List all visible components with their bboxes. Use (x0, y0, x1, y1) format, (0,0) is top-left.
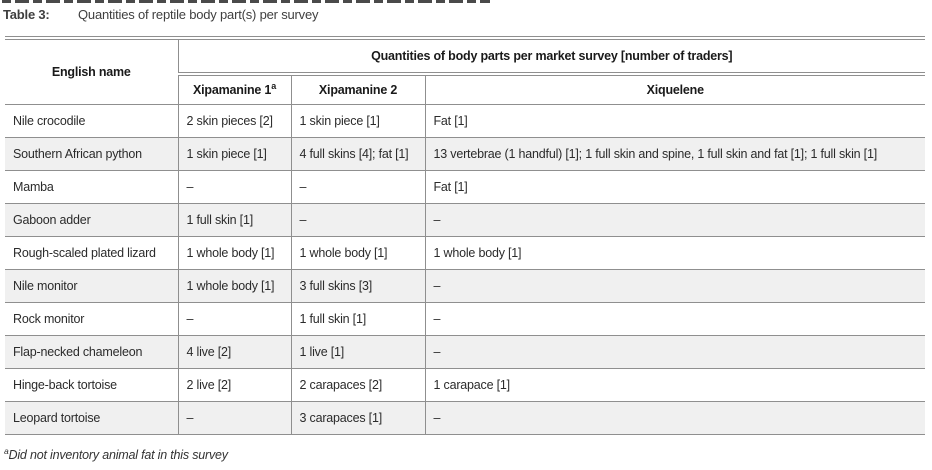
quantity-cell: 2 carapaces [2] (290, 368, 426, 402)
footnote-text: Did not inventory animal fat in this sur… (8, 448, 228, 462)
table-row: Rock monitor –1 full skin [1] – (5, 302, 925, 336)
column-header-xipamanine-2: Xipamanine 2 (290, 73, 426, 105)
species-name-cell: Gaboon adder (5, 203, 179, 237)
quantity-cell: – (424, 269, 925, 303)
quantity-cell: – (290, 170, 426, 204)
quantity-cell: 1 whole body [1] (424, 236, 925, 270)
quantity-cell: – (177, 401, 292, 435)
quantity-cell: 2 live [2] (177, 368, 292, 402)
reptile-body-parts-table: English name Quantities of body parts pe… (5, 36, 925, 435)
species-name-cell: Nile crocodile (5, 104, 179, 138)
table-row: Nile monitor 1 whole body [1] 3 full skins… (5, 269, 925, 303)
table-row: Rough-scaled plated lizard 1 whole body [… (5, 236, 925, 270)
species-name-cell: Rough-scaled plated lizard (5, 236, 179, 270)
species-name-cell: Hinge-back tortoise (5, 368, 179, 402)
column-header-english-name: English name (5, 37, 179, 105)
species-name-cell: Leopard tortoise (5, 401, 179, 435)
quantity-cell: – (177, 170, 292, 204)
table-header: English name Quantities of body parts pe… (5, 37, 925, 105)
quantity-cell: 1 full skin [1] (177, 203, 292, 237)
column-header-label: Xipamanine 1 (193, 83, 272, 97)
quantity-cell: 3 full skins [3] (290, 269, 426, 303)
table-caption-label: Table 3: (3, 7, 50, 22)
quantity-cell: 1 whole body [1] (177, 236, 292, 270)
species-name-cell: Flap-necked chameleon (5, 335, 179, 369)
quantity-cell: 4 live [2] (177, 335, 292, 369)
species-name-cell: Rock monitor (5, 302, 179, 336)
column-header-label: Xiquelene (646, 83, 704, 97)
group-header-row: English name Quantities of body parts pe… (5, 37, 925, 105)
table-footnote: aDid not inventory animal fat in this su… (4, 445, 228, 462)
column-header-xiquelene: Xiquelene (424, 73, 925, 105)
quantity-cell: 1 whole body [1] (177, 269, 292, 303)
footnote-marker: a (271, 80, 276, 91)
quantity-cell: – (424, 335, 925, 369)
table-caption-text: Quantities of reptile body part(s) per s… (78, 7, 319, 22)
quantity-cell: 2 skin pieces [2] (177, 104, 292, 138)
quantity-cell: 4 full skins [4]; fat [1] (290, 137, 426, 171)
table-row: Flap-necked chameleon 4 live [2] 1 live [1… (5, 335, 925, 369)
table-row: Hinge-back tortoise 2 live [2] 2 carapaces… (5, 368, 925, 402)
quantity-cell: – (424, 401, 925, 435)
species-name-cell: Mamba (5, 170, 179, 204)
quantity-cell: – (290, 203, 426, 237)
quantity-cell: – (424, 302, 925, 336)
table-caption: Table 3: Quantities of reptile body part(… (3, 7, 318, 22)
table-row: Gaboon adder 1 full skin [1] – – (5, 203, 925, 237)
quantity-cell: 1 full skin [1] (290, 302, 426, 336)
group-header-quantities: Quantities of body parts per market surv… (177, 37, 925, 76)
quantity-cell: 1 whole body [1] (290, 236, 426, 270)
quantity-cell: 1 live [1] (290, 335, 426, 369)
column-header-xipamanine-1: Xipamanine 1a (178, 73, 292, 105)
quantity-cell: 1 skin piece [1] (177, 137, 292, 171)
quantity-cell: 3 carapaces [1] (290, 401, 426, 435)
quantity-cell: 1 carapace [1] (424, 368, 925, 402)
table-body: Nile crocodile 2 skin pieces [2] 1 skin pi… (5, 104, 925, 435)
quantity-cell: – (424, 203, 925, 237)
species-name-cell: Southern African python (5, 137, 179, 171)
quantity-cell: Fat [1] (424, 104, 925, 138)
table-row: Southern African python 1 skin piece [1] 4… (5, 137, 925, 171)
table-row: Nile crocodile 2 skin pieces [2] 1 skin pi… (5, 104, 925, 138)
table-row: Leopard tortoise –3 carapaces [1] – (5, 401, 925, 435)
quantity-cell: Fat [1] (424, 170, 925, 204)
cropped-text-artifact (2, 0, 490, 3)
footnote-marker: a (4, 445, 9, 456)
quantity-cell: 13 vertebrae (1 handful) [1]; 1 full ski… (424, 137, 925, 171)
table-row: Mamba – – Fat [1] (5, 170, 925, 204)
species-name-cell: Nile monitor (5, 269, 179, 303)
quantity-cell: – (177, 302, 292, 336)
quantity-cell: 1 skin piece [1] (290, 104, 426, 138)
column-header-label: Xipamanine 2 (318, 83, 398, 97)
